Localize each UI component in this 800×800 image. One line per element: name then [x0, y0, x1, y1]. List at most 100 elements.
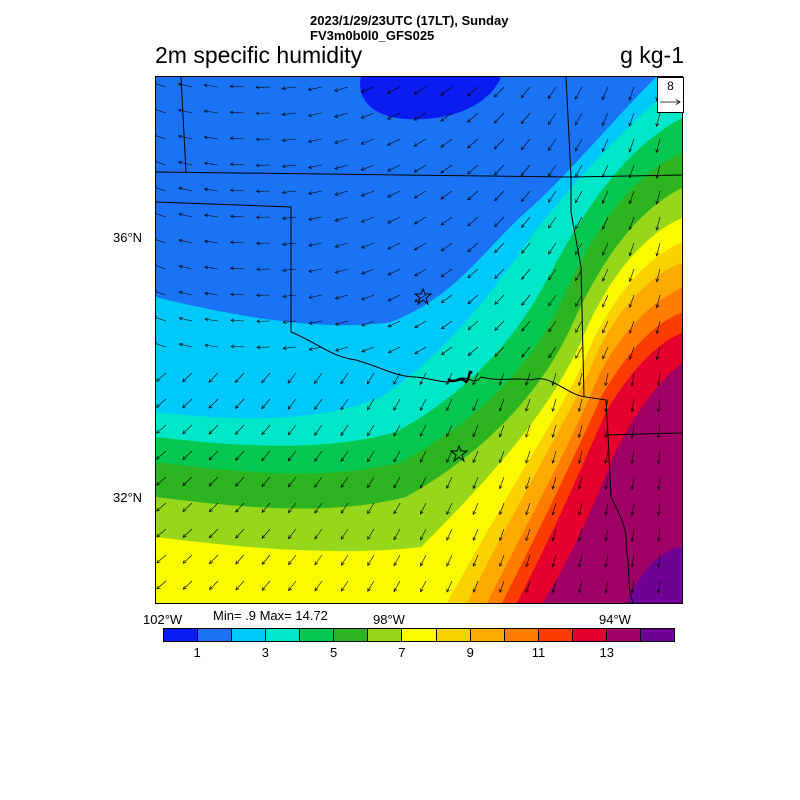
- colorbar-swatch: [436, 629, 471, 641]
- wind-arrow: [446, 554, 453, 567]
- wind-arrow-head: [575, 328, 579, 333]
- wind-arrow-head: [577, 407, 582, 413]
- wind-arrow-head: [282, 242, 287, 247]
- wind-arrow-head: [308, 321, 313, 325]
- wind-arrow-head: [446, 381, 450, 386]
- wind-arrow: [314, 424, 323, 436]
- wind-arrow-head: [575, 251, 579, 256]
- lake-texoma: [447, 370, 473, 384]
- wind-arrow: [282, 294, 297, 297]
- wind-arrow-head: [467, 196, 472, 201]
- wind-arrow: [340, 476, 349, 488]
- wind-arrow: [605, 502, 609, 516]
- wind-arrow-head: [204, 291, 209, 296]
- wind-arrow: [393, 424, 401, 437]
- wind-arrow-head: [446, 588, 450, 593]
- wind-arrow-head: [235, 482, 239, 487]
- wind-arrow-head: [367, 510, 371, 515]
- colorbar-swatch: [198, 629, 233, 641]
- wind-arrow: [494, 242, 505, 253]
- wind-arrow-head: [386, 116, 392, 120]
- wind-arrow-head: [203, 161, 208, 166]
- wind-arrow: [156, 476, 167, 486]
- wind-arrow-head: [655, 174, 660, 179]
- wind-arrow: [467, 164, 479, 175]
- wind-arrow-head: [340, 432, 345, 437]
- wind-arrow-head: [467, 222, 472, 227]
- wind-arrow-head: [525, 433, 529, 438]
- wind-arrow-head: [182, 482, 187, 486]
- wind-arrow-head: [229, 136, 234, 141]
- wind-arrow-head: [548, 328, 552, 333]
- reference-arrow-icon: [660, 99, 681, 105]
- wind-arrow: [387, 164, 401, 172]
- wind-arrow-head: [281, 112, 286, 117]
- wind-arrow-head: [494, 223, 499, 228]
- wind-arrow-head: [602, 303, 606, 308]
- wind-arrow: [521, 320, 531, 332]
- wind-arrow: [521, 112, 531, 124]
- wind-arrow-head: [208, 560, 213, 565]
- wind-arrow-head: [308, 295, 313, 299]
- wind-arrow: [578, 424, 583, 438]
- wind-arrow-head: [314, 457, 318, 462]
- wind-arrow-head: [419, 406, 424, 411]
- wind-arrow-head: [340, 587, 345, 592]
- wind-arrow-head: [604, 589, 609, 594]
- wind-arrow: [629, 138, 635, 153]
- wind-arrow: [393, 398, 401, 411]
- wind-arrow: [631, 476, 635, 490]
- wind-arrow: [235, 502, 245, 513]
- wind-arrow: [209, 554, 219, 564]
- wind-arrow: [288, 580, 297, 591]
- wind-arrow: [209, 502, 219, 513]
- wind-arrow: [340, 398, 349, 410]
- wind-arrow-head: [628, 226, 633, 231]
- wind-arrow: [182, 528, 193, 538]
- wind-arrow-head: [601, 148, 606, 153]
- wind-arrow-head: [281, 138, 286, 143]
- wind-arrow: [288, 528, 297, 539]
- colorbar-swatch: [606, 629, 641, 641]
- wind-arrow-head: [575, 225, 579, 230]
- wind-arrow: [420, 528, 427, 541]
- wind-arrow-head: [208, 404, 213, 409]
- wind-arrow-head: [602, 355, 606, 360]
- wind-arrow-head: [281, 164, 286, 169]
- wind-arrow-head: [656, 460, 661, 465]
- wind-arrow: [261, 398, 271, 409]
- wind-arrow-head: [601, 199, 606, 204]
- wind-arrow: [204, 110, 219, 114]
- wind-arrow-head: [360, 89, 365, 93]
- lon-label-102w: 102°W: [143, 612, 183, 627]
- wind-arrow-head: [361, 296, 366, 301]
- wind-arrow-head: [440, 325, 445, 330]
- wind-arrow: [414, 190, 427, 199]
- wind-arrow: [472, 476, 479, 489]
- wind-arrow-head: [366, 406, 371, 411]
- oklahoma-north-border: [156, 171, 572, 178]
- colorbar-swatch: [402, 629, 437, 641]
- wind-arrow-head: [628, 174, 633, 179]
- wind-arrow: [446, 450, 453, 463]
- wind-arrow-head: [360, 167, 365, 171]
- wind-arrow: [605, 580, 609, 593]
- wind-arrow-head: [440, 143, 445, 148]
- wind-arrow: [658, 528, 661, 542]
- wind-arrow-head: [360, 193, 365, 197]
- texas-east-border: [605, 399, 634, 603]
- wind-arrow-head: [287, 379, 292, 384]
- wind-arrow: [335, 268, 349, 274]
- wind-arrow-head: [574, 121, 579, 126]
- wind-arrow: [499, 476, 505, 489]
- wind-arrow: [552, 450, 557, 464]
- wind-arrow-head: [413, 220, 418, 225]
- wind-arrow-head: [209, 586, 213, 591]
- wind-arrow: [602, 164, 609, 178]
- wind-arrow-head: [261, 379, 266, 384]
- wind-arrow: [575, 294, 583, 307]
- wind-arrow-head: [334, 348, 340, 352]
- wind-arrow: [235, 398, 245, 409]
- wind-arrow: [631, 450, 635, 464]
- wind-arrow: [387, 242, 401, 250]
